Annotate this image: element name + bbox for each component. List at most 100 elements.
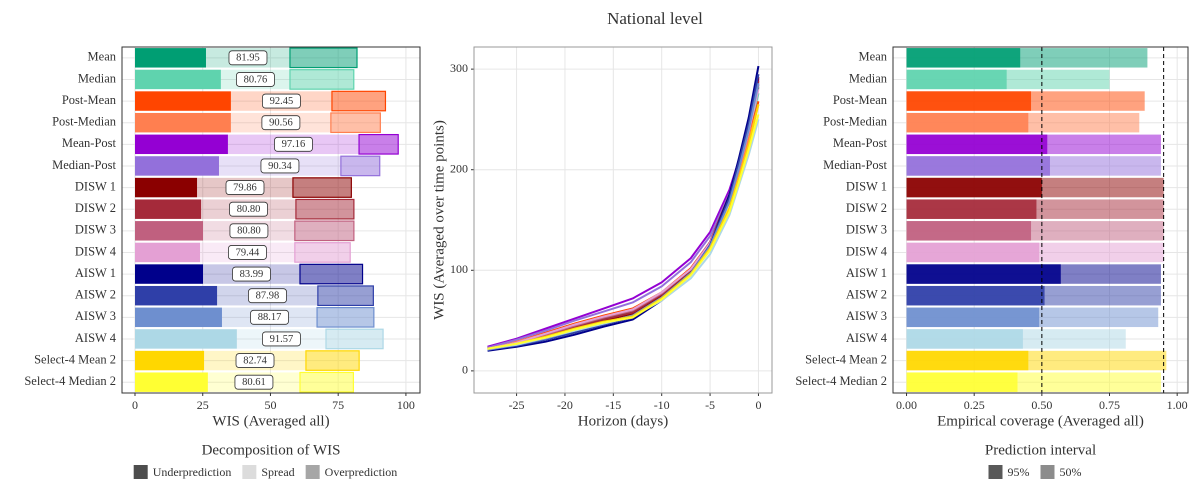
bar-segment	[135, 91, 231, 111]
value-label: 90.34	[268, 161, 292, 172]
y-tick-label: Mean	[88, 50, 117, 64]
bar-segment	[135, 177, 198, 198]
x-axis-title: Horizon (days)	[578, 413, 668, 429]
y-tick-label: Post-Median	[823, 115, 888, 129]
value-label-box	[274, 136, 313, 152]
value-label: 91.57	[270, 334, 294, 345]
bar-segment	[294, 242, 351, 263]
y-tick-label: DISW 3	[75, 223, 116, 237]
y-tick-label: 200	[450, 161, 468, 175]
bar-segment	[299, 371, 354, 393]
x-tick-label: 0.00	[896, 398, 917, 412]
bar-segment	[135, 329, 237, 349]
y-tick-label: AISW 3	[846, 309, 887, 323]
bar-segment	[316, 306, 375, 328]
bar-segment	[135, 350, 205, 371]
x-tick-label: 25	[197, 398, 209, 412]
value-label: 80.61	[242, 377, 266, 388]
bar-segment	[135, 199, 202, 219]
value-label-box	[250, 309, 289, 325]
x-tick-label: 1.00	[1167, 398, 1188, 412]
x-tick-label: -10	[654, 398, 670, 412]
bar-segment	[135, 156, 219, 176]
bar-segment	[135, 285, 218, 306]
bar	[906, 350, 1029, 371]
x-tick-label: -5	[705, 398, 715, 412]
bar	[906, 264, 1061, 284]
legend-title: Prediction interval	[985, 442, 1096, 458]
bar	[906, 307, 1040, 328]
bar	[906, 221, 1032, 241]
y-axis-title: WIS (Averaged over time points)	[431, 120, 447, 320]
bar-segment	[317, 285, 374, 307]
y-tick-label: Select-4 Mean 2	[34, 352, 116, 366]
bar	[906, 329, 1023, 349]
legend-group: Decomposition of WIS Underprediction Sprea…	[133, 442, 398, 479]
value-label-box	[260, 158, 300, 174]
value-label-box	[228, 50, 268, 66]
y-tick-label: AISW 4	[846, 331, 888, 345]
x-tick-label: 0.50	[1031, 398, 1052, 412]
bar-segment	[135, 112, 231, 133]
bar-segment	[135, 264, 204, 284]
y-tick-label: 0	[462, 363, 468, 377]
bar	[906, 48, 1021, 68]
bar-segment	[305, 350, 360, 371]
legend-swatch	[133, 465, 148, 479]
legend-swatch	[242, 465, 257, 479]
value-label: 80.80	[237, 226, 261, 237]
value-label-box	[228, 245, 267, 260]
bar-segment	[331, 90, 387, 112]
bar	[906, 134, 1048, 155]
bar-segment	[135, 48, 206, 68]
x-tick-label: -25	[509, 398, 525, 412]
value-label-box	[236, 72, 275, 87]
value-label-box	[261, 115, 301, 131]
value-label: 90.56	[269, 118, 293, 129]
y-tick-label: 100	[450, 262, 468, 276]
legend-title: Decomposition of WIS	[202, 442, 341, 458]
y-tick-label: Post-Mean	[62, 93, 117, 107]
value-label-box	[234, 374, 274, 390]
y-tick-label: Median-Post	[52, 158, 116, 172]
x-axis-title: Empirical coverage (Averaged all)	[937, 413, 1144, 429]
value-label: 97.16	[282, 139, 306, 150]
legend-swatch	[1040, 465, 1055, 479]
x-tick-label: -15	[605, 398, 621, 412]
bar-segment	[135, 69, 221, 90]
y-tick-label: Select-4 Mean 2	[805, 352, 887, 366]
bar-segment	[135, 372, 208, 392]
bar-segment	[135, 134, 228, 155]
figure-title: National level	[607, 9, 703, 28]
y-tick-label: AISW 2	[846, 288, 887, 302]
panel-border	[121, 46, 421, 394]
y-tick-label: DISW 1	[846, 179, 887, 193]
y-tick-label: DISW 2	[846, 201, 887, 215]
value-label-box	[232, 266, 271, 282]
y-tick-label: DISW 4	[75, 244, 117, 258]
y-tick-label: AISW 1	[75, 266, 116, 280]
x-tick-label: 75	[332, 398, 344, 412]
x-tick-label: 100	[397, 398, 415, 412]
y-tick-label: Median	[849, 71, 888, 85]
y-tick-label: DISW 3	[846, 223, 887, 237]
x-tick-label: 0	[755, 398, 761, 412]
y-tick-label: Median-Post	[823, 158, 887, 172]
bar-segment	[340, 155, 381, 177]
bar-segment	[289, 69, 355, 90]
value-label: 87.98	[256, 291, 280, 302]
value-label: 80.76	[244, 74, 268, 85]
y-tick-label: AISW 4	[75, 331, 117, 345]
legend-label: Overprediction	[325, 465, 398, 479]
legend-label: Spread	[261, 465, 294, 479]
bar-segment	[295, 198, 355, 220]
x-tick-label: -20	[557, 398, 573, 412]
y-tick-label: Mean-Post	[62, 136, 117, 150]
y-tick-label: AISW 3	[75, 309, 116, 323]
y-tick-label: AISW 2	[75, 288, 116, 302]
bar	[906, 156, 1050, 176]
bar-segment	[292, 177, 352, 198]
panel-border	[892, 46, 1189, 394]
y-tick-label: Median	[78, 71, 117, 85]
